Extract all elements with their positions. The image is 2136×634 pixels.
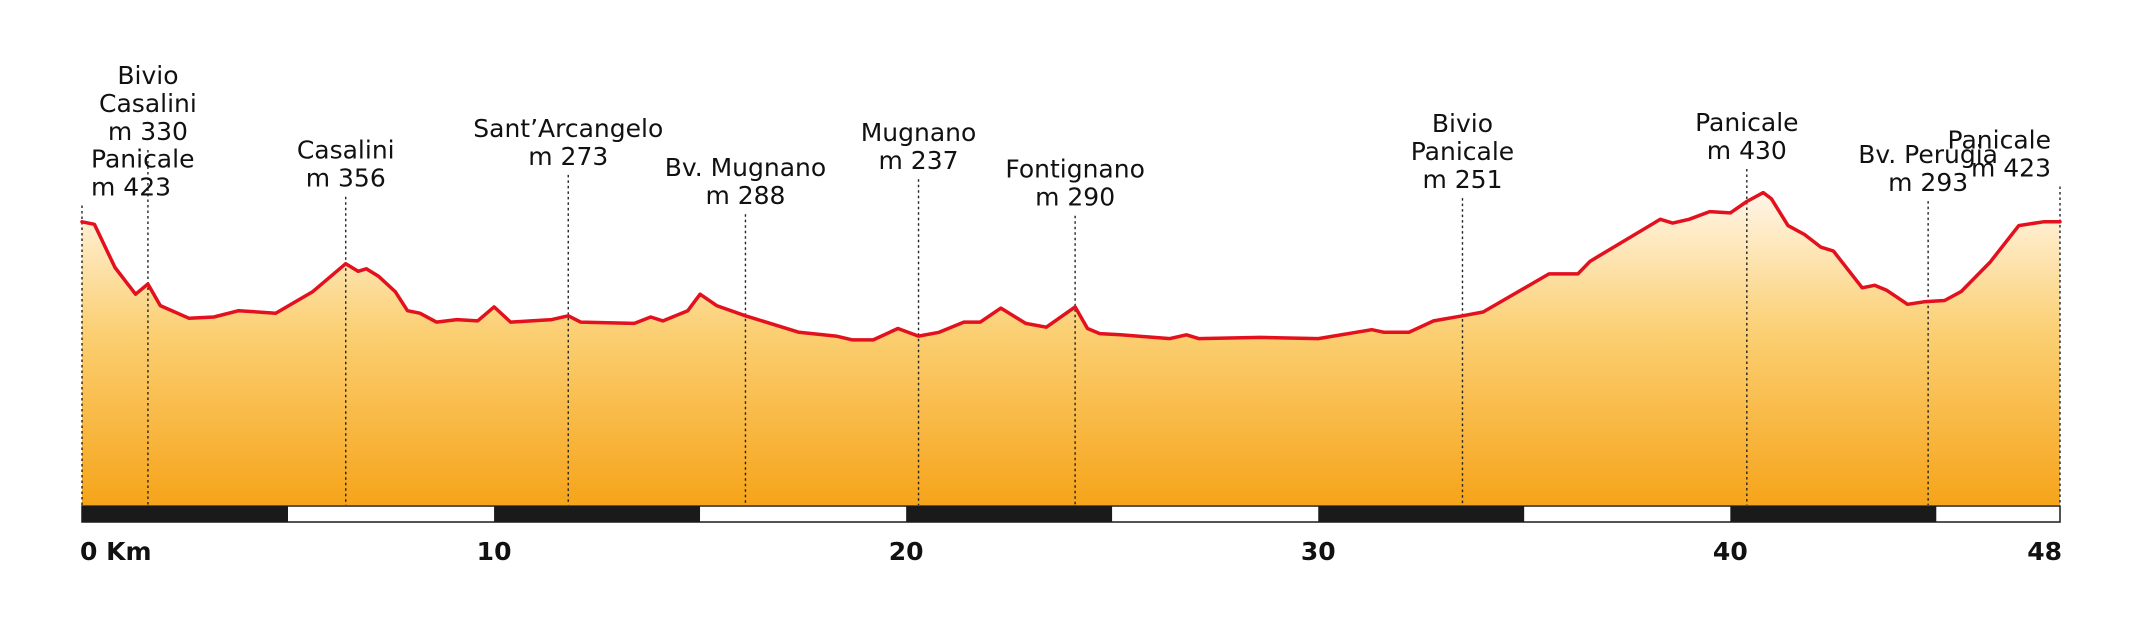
x-tick-label: 30 xyxy=(1301,537,1336,566)
annotation-label: m 237 xyxy=(879,146,959,175)
annotation-label: m 290 xyxy=(1035,183,1115,212)
annotation-label: m 423 xyxy=(91,172,171,201)
annotation-label: Casalini xyxy=(297,136,395,165)
km-bar-outline xyxy=(81,505,2061,523)
km-bar-segment-2 xyxy=(494,506,701,522)
x-tick-label: 10 xyxy=(477,537,512,566)
annotation-label: m 430 xyxy=(1707,136,1787,165)
annotation-label: Mugnano xyxy=(861,118,977,147)
annotation-label: Panicale xyxy=(1948,126,2051,155)
annotation-label: m 293 xyxy=(1888,168,1968,197)
annotation-label: Fontignano xyxy=(1005,155,1145,184)
profile-line-layer xyxy=(80,190,2062,342)
km-scale-bar xyxy=(81,505,2061,523)
elevation-line xyxy=(80,190,2062,342)
annotation-label: Casalini xyxy=(99,89,197,118)
km-bar-segment-6 xyxy=(1318,506,1525,522)
annotation-label: Bv. Mugnano xyxy=(665,153,827,182)
km-bar-segment-5 xyxy=(1112,506,1319,522)
annotation-label: m 251 xyxy=(1422,165,1502,194)
annotation-label: m 288 xyxy=(705,181,785,210)
annotation-label: Bivio xyxy=(1432,109,1493,138)
profile-area-layer xyxy=(82,192,2060,505)
annotation-label: Panicale xyxy=(91,144,194,173)
km-bar-segment-8 xyxy=(1730,506,1937,522)
x-tick-label: 0 Km xyxy=(80,537,152,566)
km-bar-segment-0 xyxy=(82,506,289,522)
x-tick-label: 40 xyxy=(1713,537,1748,566)
km-bar-segment-4 xyxy=(906,506,1113,522)
km-bar-segment-7 xyxy=(1524,506,1731,522)
annotation-guides xyxy=(81,150,2061,505)
x-tick-label: 20 xyxy=(889,537,924,566)
x-tick-labels: 0 Km 10 20 30 40 48 xyxy=(80,537,2062,566)
annotation-label: Panicale xyxy=(1411,137,1514,166)
km-bar-segment-9 xyxy=(1936,506,2060,522)
annotation-label: m 273 xyxy=(528,142,608,171)
annotation-label: Panicale xyxy=(1695,108,1798,137)
annotation-label: Bv. Perugia xyxy=(1858,140,1998,169)
annotation-label: m 356 xyxy=(306,164,386,193)
annotation-label: Sant’Arcangelo xyxy=(473,114,663,143)
annotation-label: m 423 xyxy=(1971,154,2051,183)
km-bar-segment-3 xyxy=(700,506,907,522)
km-bar-segment-1 xyxy=(288,506,495,522)
x-tick-label: 48 xyxy=(2027,537,2062,566)
elevation-area xyxy=(82,192,2060,505)
annotation-label: Bivio xyxy=(117,61,178,90)
annotation-label: m 330 xyxy=(108,117,188,146)
